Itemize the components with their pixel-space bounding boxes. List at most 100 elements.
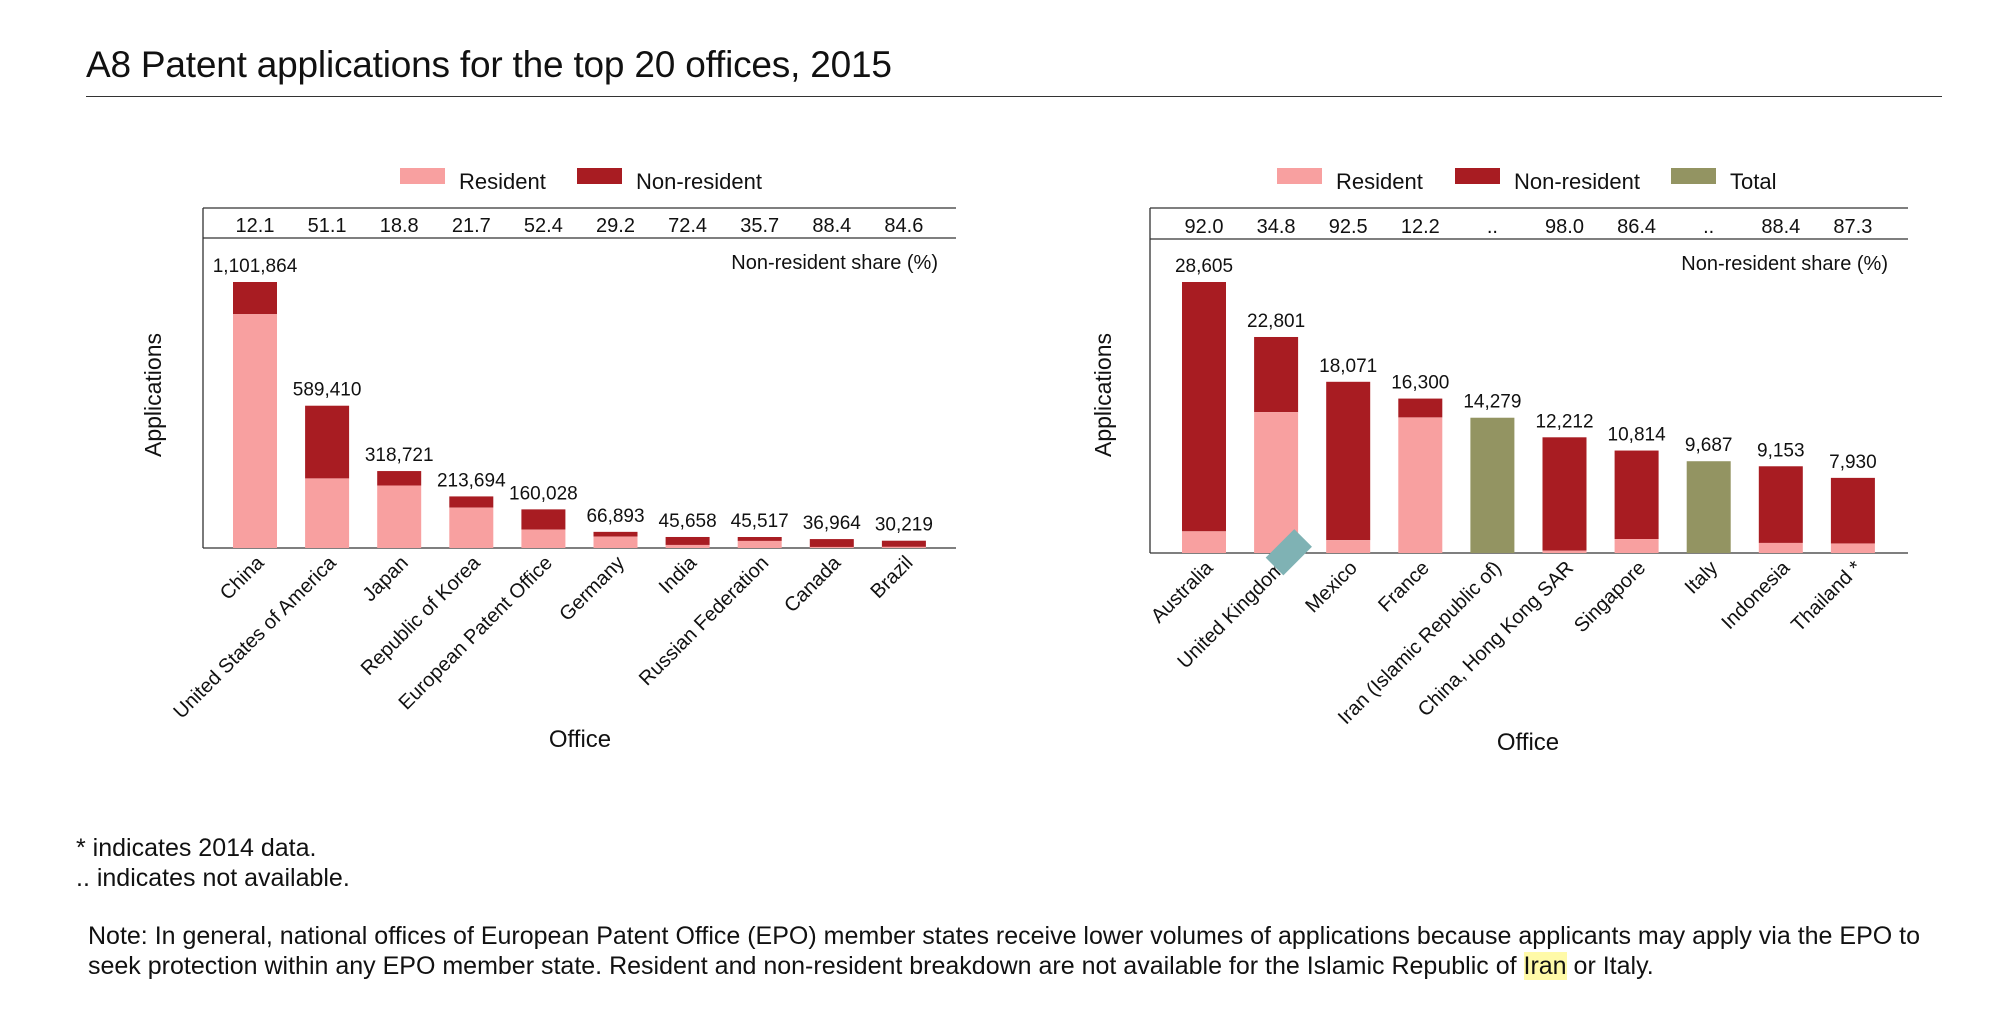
bar-resident-thailand [1830, 543, 1875, 553]
share-caption: Non-resident share (%) [731, 252, 938, 274]
share-value-china: 12.1 [236, 215, 275, 237]
value-label-mexico: 18,071 [1319, 356, 1377, 377]
share-value-germany: 29.2 [596, 215, 635, 237]
legend-label-resident: Resident [1336, 169, 1423, 194]
bar-resident-japan [377, 485, 422, 548]
bar-resident-russian-federation [737, 540, 782, 548]
value-label-european-patent-office: 160,028 [509, 483, 578, 504]
page-title: A8 Patent applications for the top 20 of… [86, 44, 892, 85]
share-value-russian-federation: 35.7 [740, 215, 779, 237]
share-value-canada: 88.4 [812, 215, 851, 237]
value-label-canada: 36,964 [803, 513, 862, 534]
bar-nonresident-mexico [1326, 381, 1371, 541]
share-value-united-states-of-america: 51.1 [308, 215, 347, 237]
share-value-italy: .. [1703, 216, 1714, 238]
bar-resident-singapore [1614, 539, 1659, 553]
legend-swatch-non-resident [577, 168, 622, 184]
value-label-singapore: 10,814 [1608, 425, 1667, 446]
bar-resident-european-patent-office [521, 529, 566, 548]
footnotes: * indicates 2014 data. .. indicates not … [76, 833, 350, 893]
value-label-brazil: 30,219 [875, 515, 933, 536]
bar-nonresident-japan [377, 471, 422, 486]
bar-nonresident-india [665, 536, 710, 545]
y-axis-title: Applications [1090, 333, 1116, 457]
value-label-australia: 28,605 [1175, 256, 1233, 277]
bar-resident-australia [1182, 531, 1226, 553]
bar-nonresident-canada [809, 539, 854, 547]
search-highlight-iran [1265, 529, 1312, 576]
y-axis-title: Applications [140, 333, 166, 457]
value-label-thailand: 7,930 [1829, 452, 1877, 473]
value-label-germany: 66,893 [586, 506, 644, 527]
chart-top-10-offices: Resident Non-resident Non-resident share (… [140, 168, 956, 753]
bar-resident-india [665, 544, 710, 548]
category-label-france: France [1374, 557, 1434, 617]
bar-total-italy [1686, 461, 1731, 553]
bar-resident-united-states-of-america [305, 478, 350, 548]
bar-resident-mexico [1326, 540, 1371, 553]
share-value-mexico: 92.5 [1329, 216, 1368, 238]
share-value-iran-islamic-republic-of: .. [1487, 216, 1498, 238]
bar-nonresident-australia [1182, 282, 1226, 532]
bar-nonresident-united-states-of-america [305, 405, 350, 479]
category-label-italy: Italy [1681, 557, 1722, 598]
bar-resident-germany [593, 536, 638, 548]
bar-resident-indonesia [1758, 542, 1803, 553]
category-label-rest: (Islamic Republic of) [1358, 557, 1506, 705]
legend-swatch-non-resident [1455, 168, 1500, 184]
bar-resident-brazil [881, 546, 926, 548]
title-divider [86, 96, 1942, 97]
bar-nonresident-china [233, 282, 277, 315]
note-text-part2: or Italy. [1566, 952, 1654, 980]
bar-nonresident-singapore [1614, 450, 1659, 540]
value-label-italy: 9,687 [1685, 435, 1733, 456]
bar-resident-canada [809, 546, 854, 548]
legend-label-non-resident: Non-resident [636, 169, 762, 194]
bar-resident-united-kingdom [1254, 412, 1299, 553]
share-value-france: 12.2 [1401, 216, 1440, 238]
value-label-russian-federation: 45,517 [731, 511, 789, 532]
footnote-2014-data: * indicates 2014 data. [76, 834, 317, 862]
share-value-india: 72.4 [668, 215, 707, 237]
bar-total-iran-islamic-republic-of [1470, 417, 1515, 553]
footnote-not-available: .. indicates not available. [76, 864, 350, 892]
bar-nonresident-france [1398, 398, 1443, 418]
bar-resident-france [1398, 417, 1443, 553]
value-label-china: 1,101,864 [213, 256, 298, 277]
category-label-australia: Australia [1147, 556, 1218, 627]
value-label-japan: 318,721 [365, 445, 434, 466]
x-axis-title: Office [1497, 729, 1559, 756]
share-value-australia: 92.0 [1185, 216, 1224, 238]
bar-nonresident-china-hong-kong-sar [1542, 437, 1587, 551]
category-label-singapore: Singapore [1570, 557, 1650, 637]
bar-nonresident-united-kingdom [1254, 336, 1299, 413]
share-value-china-hong-kong-sar: 98.0 [1545, 216, 1584, 238]
share-value-thailand: 87.3 [1833, 216, 1872, 238]
legend-label-resident: Resident [459, 169, 546, 194]
note-highlight-iran: Iran [1523, 952, 1567, 980]
share-value-japan: 18.8 [380, 215, 419, 237]
bar-nonresident-republic-of-korea [449, 496, 494, 508]
share-value-european-patent-office: 52.4 [524, 215, 563, 237]
note-text: Note: In general, national offices of Eu… [88, 921, 1948, 981]
share-value-united-kingdom: 34.8 [1257, 216, 1296, 238]
share-caption: Non-resident share (%) [1681, 253, 1888, 275]
bar-nonresident-germany [593, 531, 638, 537]
value-label-india: 45,658 [659, 511, 717, 532]
bar-resident-china [233, 314, 277, 548]
category-label-thailand: Thailand * [1787, 557, 1866, 636]
bar-nonresident-european-patent-office [521, 509, 566, 530]
bar-nonresident-thailand [1830, 477, 1875, 544]
note-text-part1: Note: In general, national offices of Eu… [88, 922, 1920, 980]
legend-label-total: Total [1730, 169, 1776, 194]
value-label-france: 16,300 [1391, 373, 1449, 394]
value-label-iran-islamic-republic-of: 14,279 [1463, 392, 1521, 413]
bar-resident-republic-of-korea [449, 507, 494, 548]
value-label-indonesia: 9,153 [1757, 440, 1805, 461]
legend-swatch-total [1671, 168, 1716, 184]
share-value-indonesia: 88.4 [1761, 216, 1800, 238]
value-label-china-hong-kong-sar: 12,212 [1535, 411, 1593, 432]
share-value-brazil: 84.6 [884, 215, 923, 237]
share-value-republic-of-korea: 21.7 [452, 215, 491, 237]
category-label-indonesia: Indonesia [1717, 556, 1795, 634]
